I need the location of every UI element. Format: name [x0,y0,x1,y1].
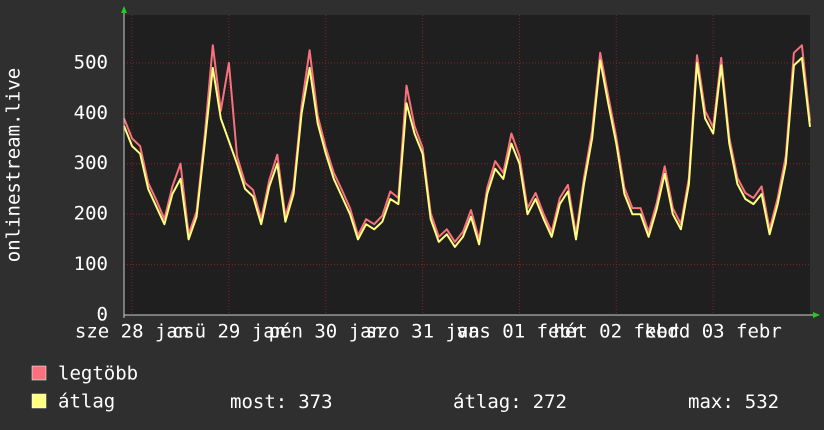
legend-swatch [31,393,47,409]
plot-area [124,15,810,315]
x-tick-label: sze 28 jan [75,321,189,343]
y-tick-label: 300 [74,152,108,174]
x-arrow [813,312,820,318]
stat: max: 532 [688,391,779,413]
y-tick-label: 200 [74,203,108,225]
y-tick-label: 100 [74,253,108,275]
stat: átlag: 272 [453,391,567,413]
x-tick-label: szo 31 jan [365,321,479,343]
x-tick-label: kedd 03 febr [645,321,782,343]
lines [123,44,811,248]
legend-label: legtöbb [58,363,138,385]
stat-value: 373 [298,391,332,413]
x-tick-label: pén 30 jan [269,321,383,343]
y-tick-label: 0 [97,304,108,326]
x-tick-label: vas 01 febr [457,321,583,343]
stat-value: 532 [745,391,779,413]
legend-swatch [31,365,47,381]
legend-label: átlag [58,391,115,413]
y-axis-label: onlinestream.live [3,68,25,262]
x-tick-label: hét 02 febr [553,321,679,343]
stat-label: átlag: [453,391,522,413]
x-tick-label: csü 29 jan [172,321,286,343]
y-tick-label: 400 [74,102,108,124]
series-line [123,56,811,248]
y-tick-label: 500 [74,51,108,73]
stat-label: most: [230,391,287,413]
stat: most: 373 [230,391,333,413]
y-arrow [121,6,127,13]
legend: legtöbb átlag most: 373 átlag: 272 max: 532 [31,363,779,413]
stat-label: max: [688,391,734,413]
stat-value: 272 [533,391,567,413]
